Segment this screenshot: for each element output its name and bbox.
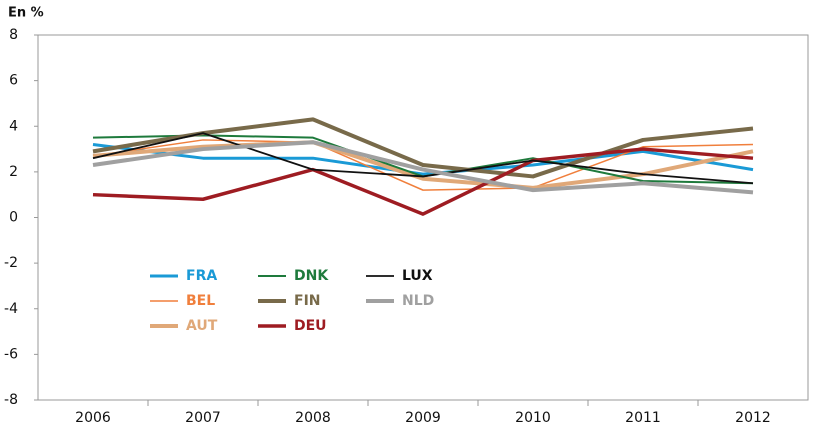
legend-label: DEU [294,318,327,334]
legend-label: BEL [186,293,215,309]
y-tick-label: -4 [4,301,18,317]
y-tick-label: 6 [9,73,18,89]
legend-label: FIN [294,293,321,309]
plot-frame [37,34,809,401]
x-tick-label: 2008 [295,410,331,426]
y-tick-label: -2 [4,255,18,271]
legend-label: AUT [186,318,218,334]
legend-label: LUX [402,268,433,284]
x-tick-label: 2012 [735,410,771,426]
line-series [92,143,754,176]
x-tick-label: 2010 [515,410,551,426]
legend-label: FRA [186,268,217,284]
line-series [92,140,754,195]
y-tick-label: -6 [4,346,18,362]
x-tick-label: 2011 [625,410,661,426]
y-tick-label: 8 [9,27,18,43]
y-axis-label: En % [8,6,44,21]
line-series [92,139,754,191]
x-tick-label: 2007 [185,410,221,426]
y-tick-label: 4 [9,118,18,134]
x-tick-label: 2009 [405,410,441,426]
legend-label: NLD [402,293,434,309]
x-tick-label: 2006 [75,410,111,426]
line-series [92,132,754,185]
y-tick-label: 2 [9,164,18,180]
line-series [92,147,754,216]
y-tick-label: -8 [4,392,18,408]
legend-label: DNK [294,268,329,284]
y-tick-label: 0 [9,210,18,226]
